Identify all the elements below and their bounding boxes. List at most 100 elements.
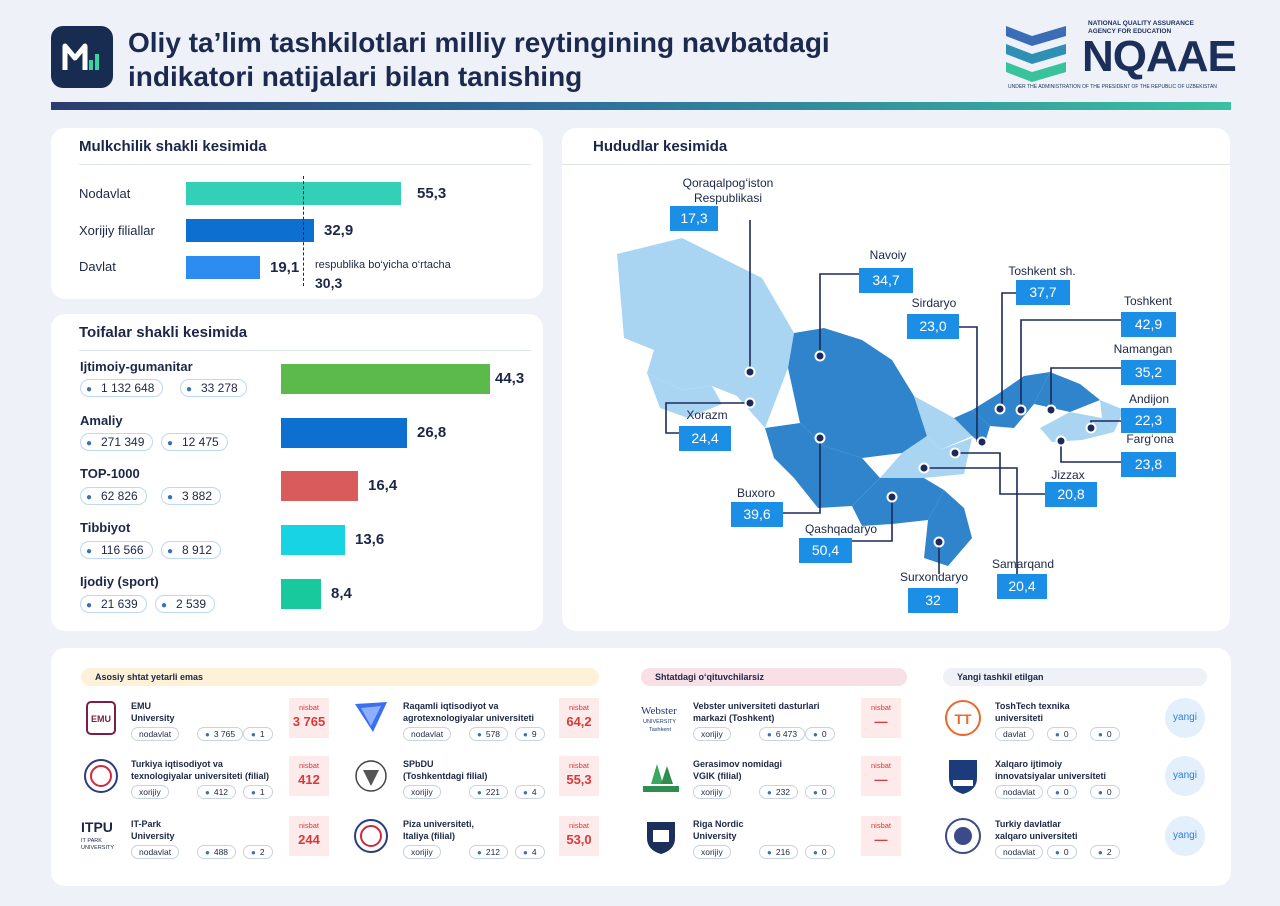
bar-nodavlat bbox=[186, 182, 401, 205]
students-icon: ● bbox=[205, 848, 210, 857]
teacher-icon: ● bbox=[523, 788, 528, 797]
category-card: Toifalar shakli kesimida Ijtimoiy-gumani… bbox=[51, 314, 543, 631]
teacher-icon: ● bbox=[251, 848, 256, 857]
svg-text:Tashkent: Tashkent bbox=[649, 727, 671, 733]
teachers-count: ● 0 bbox=[805, 785, 835, 799]
teacher-icon: ● bbox=[167, 492, 174, 503]
ownership-title: Mulkchilik shakli kesimida bbox=[79, 138, 267, 155]
leader-line bbox=[1060, 441, 1121, 463]
students-icon: ● bbox=[86, 492, 93, 503]
university-name: Raqamli iqtisodiyot va agrotexnologiyalar… bbox=[403, 701, 535, 723]
bar-ijtimoiy bbox=[281, 364, 490, 394]
students-count: ● 221 bbox=[469, 785, 509, 799]
bar-top1000 bbox=[281, 471, 358, 501]
uzbekistan-map bbox=[617, 220, 1124, 574]
value-label: 26,8 bbox=[417, 424, 447, 441]
region-marker bbox=[976, 436, 988, 448]
value-label: 19,1 bbox=[270, 259, 300, 276]
region-name: Qashqadaryo bbox=[804, 522, 878, 536]
category-label: Xorijiy filiallar bbox=[79, 223, 155, 238]
value-label: 32,9 bbox=[324, 222, 354, 239]
region-name: Farg‘ona bbox=[1126, 432, 1174, 446]
value-label: 55,3 bbox=[417, 185, 447, 202]
region-name: Surxondaryo bbox=[899, 570, 969, 584]
svg-text:ITPU: ITPU bbox=[81, 819, 113, 835]
category-label: Tibbiyot bbox=[80, 520, 131, 535]
students-icon: ● bbox=[86, 438, 93, 449]
university-name: Turkiy davlatlar xalqaro universiteti bbox=[995, 819, 1078, 841]
value-label: 44,3 bbox=[495, 370, 525, 387]
brand-agency-name: NATIONAL QUALITY ASSURANCE AGENCY FOR EDU… bbox=[1088, 20, 1194, 35]
region-name: Jizzax bbox=[1051, 468, 1085, 482]
leader-line bbox=[1001, 292, 1016, 409]
students-icon: ● bbox=[86, 546, 93, 557]
average-value: 30,3 bbox=[315, 275, 343, 291]
leader-line bbox=[852, 497, 893, 542]
ownership-type: nodavlat bbox=[995, 845, 1044, 859]
svg-text:EMU: EMU bbox=[91, 714, 111, 724]
region-marker bbox=[918, 462, 930, 474]
students-icon: ● bbox=[205, 730, 210, 739]
region-name: Namangan bbox=[1113, 342, 1173, 356]
region-jizzax bbox=[914, 396, 972, 450]
region-title: Hududlar kesimida bbox=[593, 138, 728, 155]
region-name: Toshkent bbox=[1123, 294, 1173, 308]
region-card: Hududlar kesimida Qoraqalpog‘iston Respu… bbox=[562, 128, 1230, 631]
students-count: ● 232 bbox=[759, 785, 799, 799]
category-label: Ijtimoiy-gumanitar bbox=[80, 359, 193, 374]
region-marker bbox=[1055, 435, 1067, 447]
teacher-icon: ● bbox=[523, 730, 528, 739]
region-marker bbox=[994, 403, 1006, 415]
region-value: 17,3 bbox=[670, 206, 718, 231]
teacher-icon: ● bbox=[813, 848, 818, 857]
students-icon: ● bbox=[477, 848, 482, 857]
region-value: 24,4 bbox=[679, 426, 731, 451]
students-icon: ● bbox=[477, 788, 482, 797]
teachers-count: ● 12 475 bbox=[161, 433, 228, 451]
students-icon: ● bbox=[1055, 788, 1060, 797]
students-count: ● 0 bbox=[1047, 845, 1077, 859]
region-marker bbox=[1015, 404, 1027, 416]
university-logo bbox=[641, 816, 681, 856]
teacher-icon: ● bbox=[161, 600, 168, 611]
university-logo bbox=[351, 756, 391, 796]
students-count: ● 62 826 bbox=[80, 487, 147, 505]
university-logo bbox=[943, 816, 983, 856]
ownership-type: xorijiy bbox=[693, 785, 731, 799]
region-value: 34,7 bbox=[859, 268, 913, 293]
ratio-badge: nisbat — bbox=[861, 756, 901, 796]
region-value: 22,3 bbox=[1121, 408, 1176, 433]
students-count: ● 578 bbox=[469, 727, 509, 741]
ratio-badge: nisbat 412 bbox=[289, 756, 329, 796]
divider bbox=[562, 164, 1230, 165]
teacher-icon: ● bbox=[813, 788, 818, 797]
region-name: Navoiy bbox=[869, 248, 907, 262]
section-shtat: Asosiy shtat yetarli emas bbox=[81, 668, 599, 686]
region-marker bbox=[744, 366, 756, 378]
region-marker bbox=[744, 397, 756, 409]
bar-ijodiy bbox=[281, 579, 321, 609]
leader-line bbox=[665, 402, 750, 434]
leader-line bbox=[783, 438, 821, 514]
ownership-type: nodavlat bbox=[403, 727, 452, 741]
bar-xorijiy bbox=[186, 219, 314, 242]
svg-text:TT: TT bbox=[954, 711, 972, 727]
region-value: 23,8 bbox=[1121, 452, 1176, 477]
students-count: ● 488 bbox=[197, 845, 237, 859]
teachers-count: ● 0 bbox=[1090, 785, 1120, 799]
students-icon: ● bbox=[86, 384, 93, 395]
svg-text:UNIVERSITY: UNIVERSITY bbox=[643, 719, 676, 725]
ownership-type: xorijiy bbox=[403, 845, 441, 859]
new-badge: yangi bbox=[1165, 816, 1205, 856]
leader-line bbox=[1050, 367, 1121, 410]
teacher-icon: ● bbox=[1098, 788, 1103, 797]
category-label: Ijodiy (sport) bbox=[80, 574, 159, 589]
ratio-badge: nisbat 55,3 bbox=[559, 756, 599, 796]
region-andijon bbox=[1100, 400, 1124, 432]
ratio-badge: nisbat — bbox=[861, 816, 901, 856]
teachers-count: ● 4 bbox=[515, 845, 545, 859]
teacher-icon: ● bbox=[1098, 730, 1103, 739]
bar-davlat bbox=[186, 256, 260, 279]
university-logo bbox=[641, 756, 681, 796]
svg-text:Webster: Webster bbox=[641, 705, 677, 717]
